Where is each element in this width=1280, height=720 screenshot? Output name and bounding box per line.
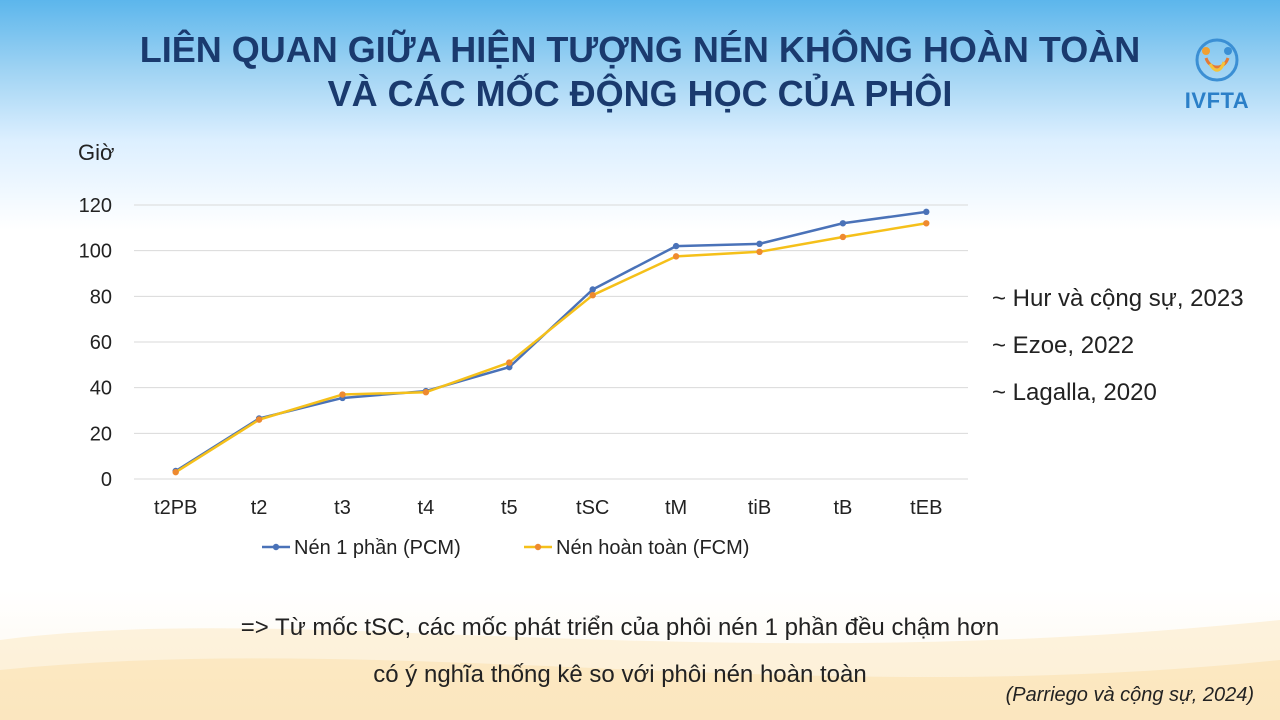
logo-text: IVFTA bbox=[1184, 88, 1250, 113]
data-point bbox=[839, 220, 847, 227]
x-tick-label: tSC bbox=[576, 497, 609, 519]
y-tick-label: 120 bbox=[79, 195, 112, 217]
x-tick-label: t2 bbox=[251, 497, 268, 519]
y-axis-label: Giờ bbox=[78, 140, 115, 165]
data-point bbox=[923, 220, 930, 227]
data-point bbox=[422, 389, 430, 396]
data-point bbox=[589, 286, 596, 293]
y-tick-label: 60 bbox=[90, 332, 112, 354]
reference-item: ~ Lagalla, 2020 bbox=[992, 379, 1157, 406]
data-point bbox=[339, 391, 346, 398]
ivfta-logo bbox=[1195, 38, 1239, 82]
title-line-1: LIÊN QUAN GIỮA HIỆN TƯỢNG NÉN KHÔNG HOÀN… bbox=[139, 29, 1141, 70]
data-point bbox=[756, 248, 763, 256]
data-point bbox=[672, 253, 680, 260]
y-tick-label: 100 bbox=[79, 241, 112, 263]
data-point bbox=[756, 240, 763, 248]
data-point bbox=[839, 233, 847, 241]
x-tick-label: tB bbox=[833, 497, 852, 519]
data-point bbox=[923, 208, 930, 216]
x-tick-label: tiB bbox=[748, 497, 771, 519]
slide-title: LIÊN QUAN GIỮA HIỆN TƯỢNG NÉN KHÔNG HOÀN… bbox=[60, 28, 1220, 116]
data-point bbox=[255, 416, 263, 423]
conclusion-line-2: có ý nghĩa thống kê so với phôi nén hoàn… bbox=[373, 661, 867, 688]
x-tick-label: t5 bbox=[501, 497, 518, 519]
citation: (Parriego và cộng sự, 2024) bbox=[1005, 684, 1254, 706]
reference-item: ~ Ezoe, 2022 bbox=[992, 332, 1135, 359]
y-tick-label: 20 bbox=[90, 423, 112, 445]
conclusion-line-1: => Từ mốc tSC, các mốc phát triển của ph… bbox=[240, 614, 1000, 641]
data-point bbox=[589, 291, 596, 299]
y-tick-label: 0 bbox=[101, 469, 112, 491]
y-tick-label: 80 bbox=[90, 286, 112, 308]
x-tick-label: tEB bbox=[910, 497, 942, 519]
title-line-2: VÀ CÁC MỐC ĐỘNG HỌC CỦA PHÔI bbox=[327, 73, 953, 114]
x-tick-label: t2PB bbox=[154, 497, 197, 519]
x-tick-label: tM bbox=[665, 497, 687, 519]
y-tick-label: 40 bbox=[90, 378, 112, 400]
legend-label: Nén 1 phần (PCM) bbox=[294, 537, 461, 559]
legend-marker bbox=[534, 543, 542, 551]
series-line bbox=[175, 222, 927, 474]
reference-item: ~ Hur và cộng sự, 2023 bbox=[992, 285, 1244, 312]
x-tick-label: t4 bbox=[418, 497, 435, 519]
data-point bbox=[672, 242, 680, 250]
x-tick-label: t3 bbox=[334, 497, 351, 519]
conclusion-text: => Từ mốc tSC, các mốc phát triển của ph… bbox=[120, 604, 1120, 698]
data-point bbox=[506, 359, 513, 366]
data-point bbox=[172, 468, 179, 476]
legend-marker bbox=[272, 543, 280, 551]
legend-label: Nén hoàn toàn (FCM) bbox=[556, 537, 749, 559]
decorative-waves bbox=[0, 620, 1280, 720]
reference-list: ~ Hur và cộng sự, 2023 ~ Ezoe, 2022 ~ La… bbox=[992, 284, 1244, 425]
data-point bbox=[506, 363, 513, 371]
